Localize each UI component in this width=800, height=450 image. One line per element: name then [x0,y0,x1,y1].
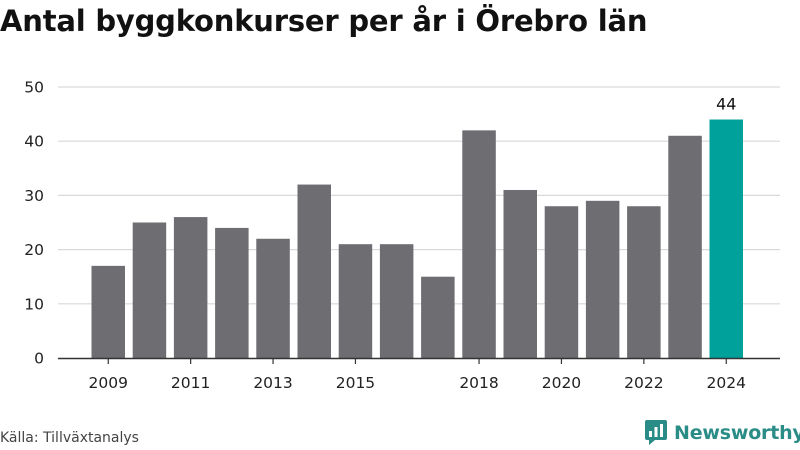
bar-2014 [297,184,331,358]
bar-2022 [627,206,661,358]
data-labels: 44 [716,95,736,114]
x-axis-ticks: 2009 2011 2013 2015 2018 2020 2022 2024 [89,358,746,392]
chart-title: Antal byggkonkurser per år i Örebro län [0,4,648,38]
y-tick-label: 30 [24,187,44,205]
x-tick-label: 2015 [336,374,375,392]
bar-2017 [421,276,455,358]
bar-2010 [132,222,167,358]
y-tick-label: 10 [24,295,44,313]
brand-logo: Newsworthy [644,419,800,446]
newsworthy-logo-icon [645,420,667,445]
bar-2013 [256,238,290,358]
bar-2020 [544,206,579,358]
bar-2023 [668,135,702,358]
bar-2009 [91,265,125,358]
y-tick-label: 40 [24,133,44,151]
bar-2018 [462,130,496,358]
x-tick-label: 2022 [624,374,663,392]
data-label: 44 [716,95,736,114]
y-axis-ticks: 0 10 20 30 40 50 [24,79,44,368]
x-tick-label: 2011 [171,374,210,392]
x-tick-label: 2018 [459,374,498,392]
y-tick-label: 20 [24,241,44,259]
x-tick-label: 2020 [542,374,581,392]
y-tick-label: 50 [24,79,44,97]
bar-2011 [173,217,208,358]
x-tick-label: 2024 [707,374,746,392]
source-note: Källa: Tillväxtanalys [0,430,139,446]
bars [91,119,743,359]
bar-2015 [338,244,373,358]
bar-2019 [503,189,537,358]
y-tick-label: 0 [34,350,44,368]
bar-2021 [585,200,620,358]
brand-name: Newsworthy [674,421,800,444]
x-tick-label: 2013 [253,374,292,392]
bar-2016 [379,244,414,358]
bar-2024 [709,119,743,359]
x-tick-label: 2009 [89,374,128,392]
bar-2012 [215,227,249,358]
